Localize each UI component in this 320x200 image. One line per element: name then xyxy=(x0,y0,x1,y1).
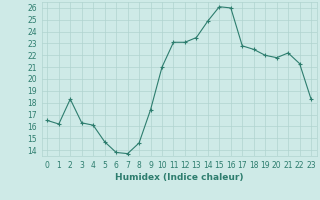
X-axis label: Humidex (Indice chaleur): Humidex (Indice chaleur) xyxy=(115,173,244,182)
